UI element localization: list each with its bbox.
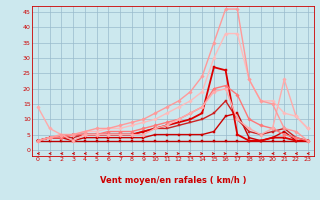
X-axis label: Vent moyen/en rafales ( km/h ): Vent moyen/en rafales ( km/h ) [100,176,246,185]
